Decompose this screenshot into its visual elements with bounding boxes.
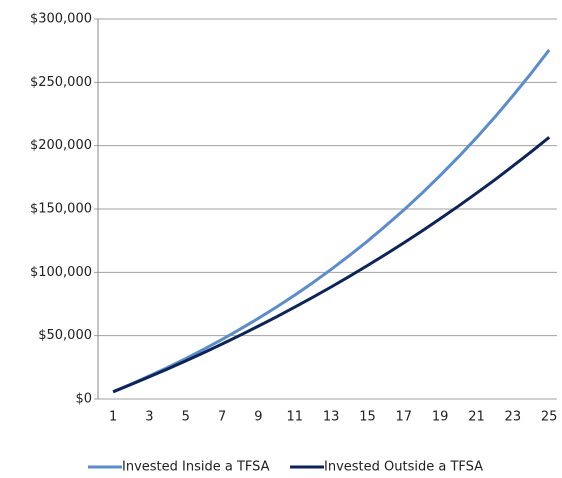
legend-label: Invested Inside a TFSA: [122, 460, 270, 475]
x-tick-label: 7: [218, 410, 226, 425]
x-tick-label: 9: [254, 410, 262, 425]
y-tick-label: $150,000: [30, 202, 92, 217]
x-tick-label: 11: [287, 410, 304, 425]
y-tick-label: $0: [75, 392, 92, 407]
x-tick-label: 1: [109, 410, 117, 425]
x-tick-label: 21: [468, 410, 485, 425]
x-tick-label: 25: [541, 410, 558, 425]
x-tick-label: 3: [145, 410, 153, 425]
x-tick-label: 23: [505, 410, 522, 425]
y-tick-label: $200,000: [30, 138, 92, 153]
x-tick-label: 19: [432, 410, 449, 425]
x-tick-label: 17: [396, 410, 413, 425]
y-tick-label: $300,000: [30, 12, 92, 27]
x-tick-label: 15: [359, 410, 376, 425]
y-tick-label: $100,000: [30, 265, 92, 280]
series-line: [112, 48, 551, 394]
x-tick-label: 5: [182, 410, 190, 425]
y-tick-label: $250,000: [30, 75, 92, 90]
legend-label: Invested Outside a TFSA: [324, 460, 483, 475]
y-tick-label: $50,000: [38, 328, 92, 343]
x-tick-label: 13: [323, 410, 340, 425]
series-line: [112, 136, 551, 394]
